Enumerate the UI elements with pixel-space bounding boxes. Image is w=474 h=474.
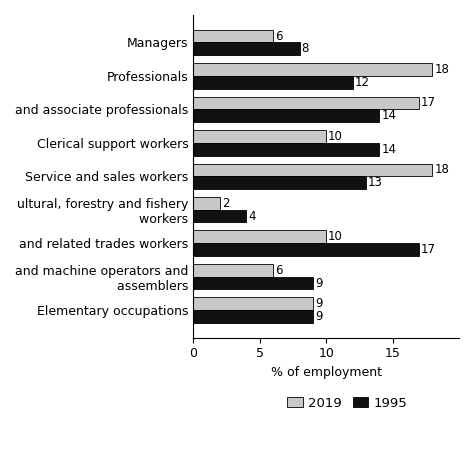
Text: 10: 10	[328, 130, 343, 143]
Bar	[193, 42, 300, 55]
Text: 4: 4	[248, 210, 256, 223]
Text: 17: 17	[421, 97, 436, 109]
Bar	[193, 297, 313, 310]
Text: 8: 8	[301, 42, 309, 55]
Bar	[193, 97, 419, 109]
Bar	[193, 197, 220, 210]
Text: 14: 14	[381, 109, 396, 122]
Text: 9: 9	[315, 276, 322, 290]
Text: 14: 14	[381, 143, 396, 155]
Text: 17: 17	[421, 243, 436, 256]
Bar	[193, 76, 353, 89]
Text: 9: 9	[315, 310, 322, 323]
Bar	[193, 310, 313, 323]
Text: 10: 10	[328, 230, 343, 243]
Legend: 2019, 1995: 2019, 1995	[282, 391, 413, 415]
Text: 12: 12	[355, 76, 370, 89]
Text: 13: 13	[368, 176, 383, 189]
Bar	[193, 63, 432, 76]
Bar	[193, 164, 432, 176]
Bar	[193, 30, 273, 42]
Text: 18: 18	[434, 63, 449, 76]
Text: 18: 18	[434, 164, 449, 176]
Bar	[193, 176, 366, 189]
Text: 9: 9	[315, 297, 322, 310]
Bar	[193, 109, 379, 122]
X-axis label: % of employment: % of employment	[271, 366, 382, 379]
Text: 6: 6	[275, 29, 283, 43]
Text: 6: 6	[275, 264, 283, 277]
Text: 2: 2	[222, 197, 229, 210]
Bar	[193, 230, 326, 243]
Bar	[193, 264, 273, 277]
Bar	[193, 130, 326, 143]
Bar	[193, 210, 246, 222]
Bar	[193, 143, 379, 155]
Bar	[193, 243, 419, 256]
Bar	[193, 277, 313, 290]
